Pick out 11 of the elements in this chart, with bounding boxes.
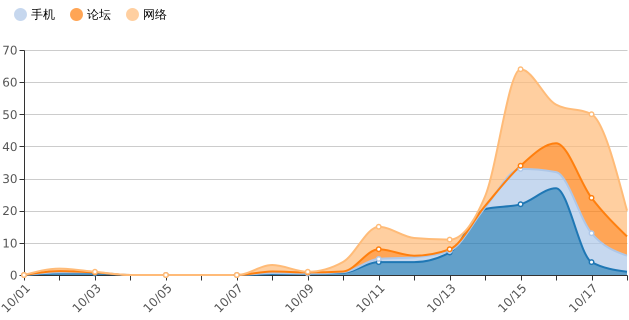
y-tick-label: 40	[2, 140, 18, 154]
y-tick-label: 60	[2, 76, 18, 90]
legend-label: 手机	[31, 8, 55, 22]
y-tick-label: 0	[10, 268, 18, 282]
legend-label: 论坛	[87, 8, 111, 22]
y-tick-label: 30	[2, 172, 18, 186]
y-tick-label: 10	[2, 236, 18, 250]
legend-label: 网络	[143, 8, 167, 22]
y-tick-label: 50	[2, 108, 18, 122]
y-tick-label: 70	[2, 44, 18, 58]
y-tick-label: 20	[2, 204, 18, 218]
